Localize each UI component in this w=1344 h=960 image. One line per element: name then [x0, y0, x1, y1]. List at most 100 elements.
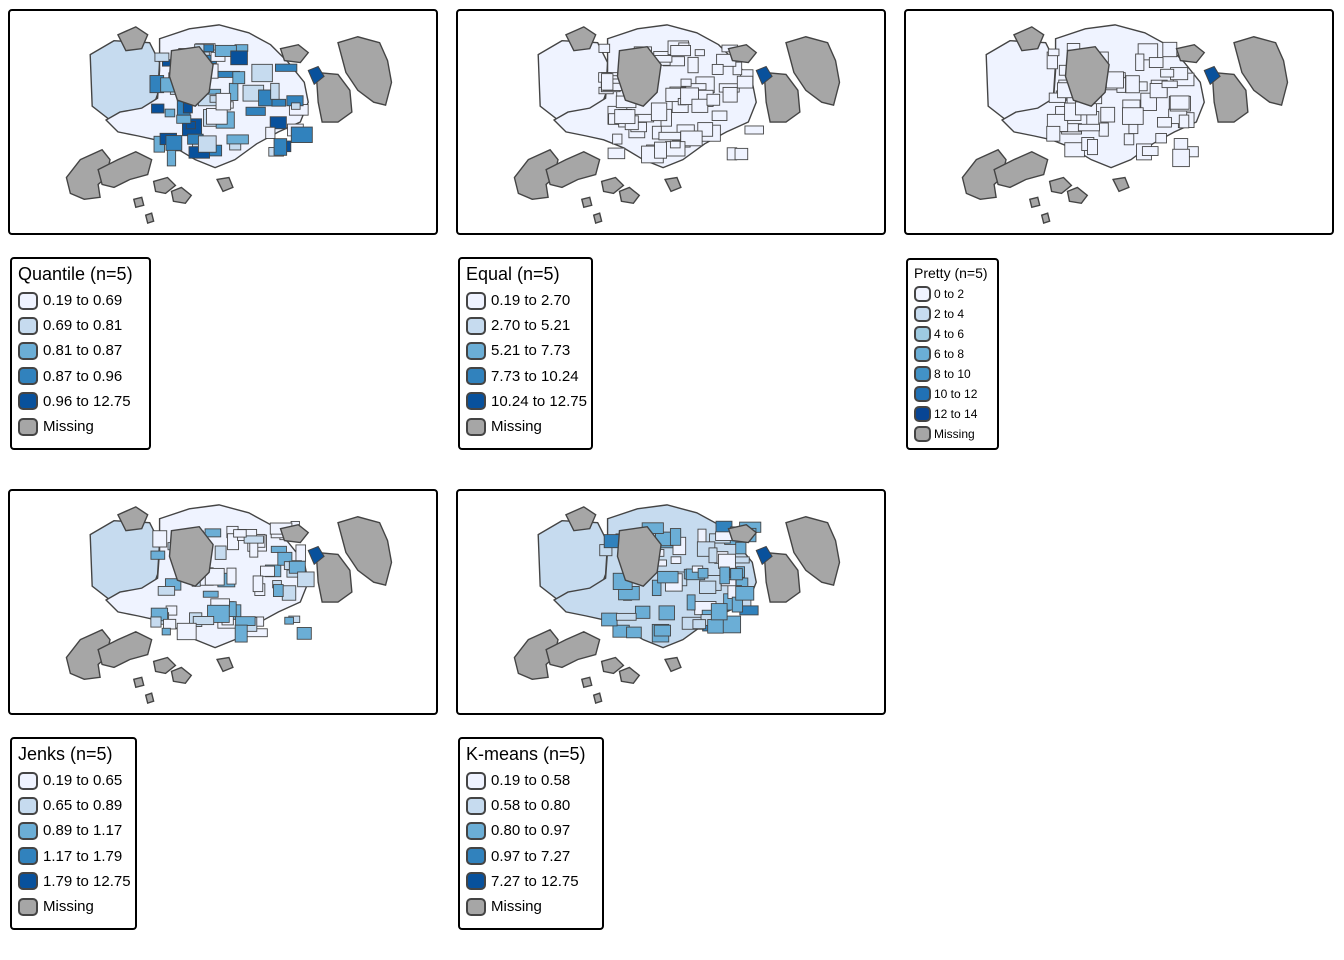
legend-label: 2 to 4: [934, 307, 965, 321]
subzone: [251, 63, 273, 83]
legend-swatch: [18, 341, 38, 360]
region-missing: [785, 516, 841, 586]
legend-title: Equal (n=5): [466, 264, 560, 284]
region-missing: [144, 692, 155, 705]
legend-item: Missing: [466, 414, 585, 439]
subzone: [291, 102, 301, 110]
subzone: [243, 535, 264, 544]
subzone: [706, 93, 721, 106]
subzone: [1161, 80, 1178, 89]
subzone-highlight: [755, 65, 773, 86]
subzone: [670, 45, 691, 57]
choropleth-map-pretty: [961, 24, 1289, 225]
legend-swatch: [18, 796, 38, 815]
subzone: [274, 63, 298, 72]
legend-swatch: [466, 316, 486, 335]
subzone: [157, 586, 176, 596]
legend-title: K-means (n=5): [466, 744, 586, 764]
subzone: [598, 43, 611, 53]
region-missing: [1112, 176, 1130, 193]
region-missing: [65, 148, 111, 201]
subzone: [1077, 123, 1100, 132]
map-panel-jenks: [8, 489, 438, 715]
region-missing: [1048, 176, 1073, 195]
legend-equal: Equal (n=5) 0.19 to 2.70 2.70 to 5.21 5.…: [458, 257, 593, 450]
map-panel-equal: [456, 9, 886, 235]
subzone: [265, 126, 276, 139]
legend-swatch: [18, 897, 38, 916]
subzone: [270, 545, 287, 553]
subzone: [1122, 107, 1144, 125]
subzone: [233, 529, 247, 538]
legend-item: 0.69 to 0.81: [18, 313, 143, 338]
subzone: [150, 550, 166, 560]
legend-label: 12 to 14: [934, 407, 978, 421]
subzone: [601, 612, 618, 627]
subzone: [1087, 139, 1098, 156]
region-missing: [1175, 43, 1206, 64]
subzone: [1105, 71, 1124, 89]
region-missing: [592, 212, 603, 225]
subzone: [601, 73, 614, 91]
legend-item: 10 to 12: [914, 384, 991, 404]
legend-item: 0.80 to 0.97: [466, 818, 596, 843]
region-missing: [592, 692, 603, 705]
region-missing: [763, 71, 801, 123]
subzone: [730, 568, 743, 581]
subzone: [657, 570, 679, 584]
legend-swatch: [466, 872, 486, 891]
legend-swatch: [914, 426, 931, 442]
subzone: [176, 114, 192, 124]
choropleth-map-equal: [513, 24, 841, 225]
map-panel-pretty: [904, 9, 1334, 235]
subzone: [202, 590, 219, 598]
subzone: [234, 44, 249, 52]
subzone: [290, 126, 313, 143]
legend-label: 0 to 2: [934, 287, 965, 301]
subzone: [697, 528, 707, 544]
subzone: [670, 556, 682, 564]
subzone: [1047, 48, 1060, 57]
map-panel-kmeans: [456, 489, 886, 715]
legend-label: 10.24 to 12.75: [491, 392, 587, 410]
subzone: [273, 138, 288, 156]
legend-item: Missing: [18, 894, 129, 919]
subzone: [711, 110, 728, 121]
subzone: [245, 106, 266, 116]
region-missing: [337, 516, 393, 586]
subzone: [235, 616, 256, 626]
subzone: [163, 618, 177, 630]
subzone: [296, 627, 312, 640]
legend-swatch: [466, 847, 486, 866]
subzone: [710, 603, 728, 621]
subzone: [653, 624, 671, 637]
subzone: [615, 612, 637, 621]
subzone: [151, 103, 165, 114]
legend-swatch: [18, 417, 38, 436]
legend-item: 0 to 2: [914, 284, 991, 304]
legend-quantile: Quantile (n=5) 0.19 to 0.69 0.69 to 0.81…: [10, 257, 151, 450]
legend-item: 8 to 10: [914, 364, 991, 384]
subzone: [281, 585, 297, 601]
subzone: [154, 52, 170, 62]
legend-item: Missing: [914, 424, 991, 444]
legend-item: 0.89 to 1.17: [18, 818, 129, 843]
region-missing: [664, 656, 682, 673]
legend-swatch: [466, 897, 486, 916]
legend-item: 0.58 to 0.80: [466, 793, 596, 818]
legend-swatch: [18, 367, 38, 386]
subzone: [734, 147, 749, 161]
region-missing: [618, 666, 641, 685]
legend-label: 10 to 12: [934, 387, 978, 401]
subzone: [232, 71, 246, 85]
region-missing: [600, 176, 625, 195]
legend-swatch: [914, 406, 931, 422]
region-missing: [168, 525, 214, 587]
subzone: [697, 567, 709, 579]
subzone: [227, 533, 239, 551]
subzone: [658, 131, 682, 141]
subzone: [1172, 148, 1190, 168]
region-missing: [1064, 45, 1110, 107]
subzone: [744, 125, 764, 135]
legend-item: 0.19 to 0.65: [18, 768, 129, 793]
